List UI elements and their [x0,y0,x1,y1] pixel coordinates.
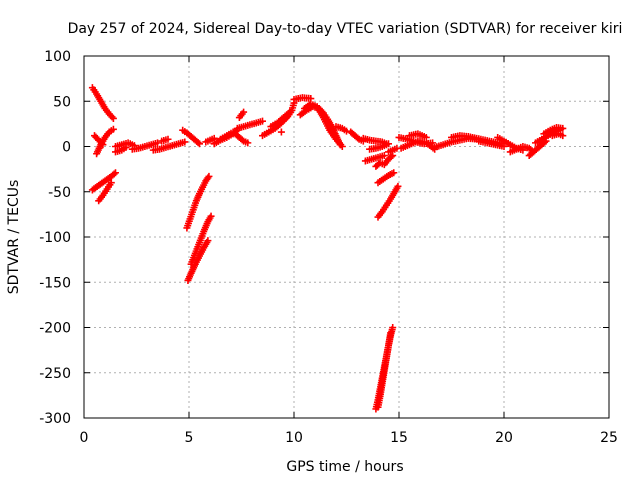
data-point [389,324,397,331]
data-point [181,138,189,146]
y-tick-label: 50 [53,94,71,110]
data-point [259,117,266,125]
data-points [88,84,567,413]
y-tick-label: -150 [39,275,71,291]
data-point [286,108,294,116]
data-point [194,139,202,147]
data-point [205,172,213,180]
y-tick-label: -250 [39,366,71,382]
data-point [559,132,567,140]
y-tick-label: -200 [39,321,71,337]
x-tick-label: 20 [495,430,513,446]
chart-title: Day 257 of 2024, Sidereal Day-to-day VTE… [68,21,623,37]
data-point [394,182,402,190]
data-point [380,152,388,160]
data-point [338,143,346,150]
x-tick-label: 5 [185,430,194,446]
data-point [559,124,567,132]
data-point [108,113,116,121]
data-point [154,139,161,147]
data-point [422,133,430,141]
data-point [390,169,398,177]
axis-ticks [83,55,610,419]
data-point [112,169,119,177]
x-axis-label: GPS time / hours [286,459,403,475]
data-point [244,139,252,147]
y-axis-label: SDTVAR / TECUs [6,180,22,295]
y-tick-label: 100 [44,49,71,65]
x-tick-label: 0 [80,430,89,446]
data-point [196,140,203,148]
x-tick-label: 15 [390,430,408,446]
y-tick-label: 0 [62,140,71,156]
grid [84,56,609,418]
x-tick-label: 10 [285,430,303,446]
y-tick-label: -300 [39,411,71,427]
data-point [207,212,215,220]
data-point [385,140,392,148]
y-tick-label: -100 [39,230,71,246]
data-point [164,135,172,143]
data-point [109,114,117,122]
y-tick-label: -50 [48,185,71,201]
data-point [107,179,115,187]
data-point [204,174,212,182]
data-point [109,125,117,133]
data-point [343,127,350,135]
data-point [240,108,248,116]
data-point [387,329,395,337]
data-point [204,237,212,245]
x-tick-label: 25 [600,430,618,446]
data-point [110,170,118,178]
data-point [277,128,285,136]
